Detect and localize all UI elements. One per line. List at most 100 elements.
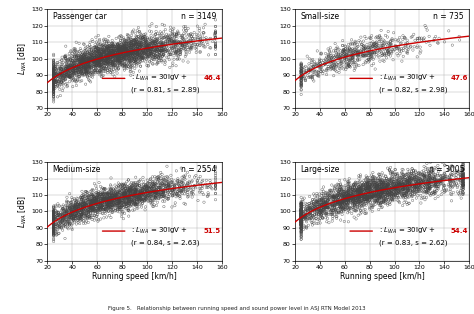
Point xyxy=(323,200,331,205)
Point xyxy=(365,181,372,186)
Point xyxy=(50,212,57,217)
Point xyxy=(134,51,141,56)
Point xyxy=(58,75,65,80)
Point xyxy=(158,44,165,49)
Point xyxy=(400,46,407,51)
Point xyxy=(79,205,87,210)
Point xyxy=(297,220,305,225)
Point xyxy=(82,65,89,70)
Point xyxy=(80,207,87,212)
Point xyxy=(142,196,149,201)
Point xyxy=(366,48,374,53)
Point xyxy=(399,33,407,38)
Point xyxy=(66,74,73,79)
Point xyxy=(392,172,400,177)
Point xyxy=(309,213,317,218)
Point xyxy=(50,67,57,72)
Point xyxy=(104,198,112,203)
Point xyxy=(116,48,123,53)
Point xyxy=(167,31,175,36)
Point xyxy=(310,204,318,209)
Point xyxy=(440,175,448,180)
Point xyxy=(459,166,467,171)
Point xyxy=(115,48,122,53)
Point xyxy=(345,193,352,198)
Point xyxy=(53,217,60,222)
Point xyxy=(155,46,163,51)
Point xyxy=(97,56,104,61)
Point xyxy=(133,57,140,62)
Point xyxy=(166,51,174,57)
Point xyxy=(84,196,91,201)
Point xyxy=(50,219,57,224)
Point xyxy=(368,53,375,58)
Point xyxy=(297,231,305,236)
Point xyxy=(421,175,428,180)
Point xyxy=(60,67,67,72)
Point xyxy=(388,36,396,41)
Point xyxy=(122,56,129,61)
Point xyxy=(116,59,124,64)
Point xyxy=(147,196,155,201)
Point xyxy=(342,193,349,198)
Point xyxy=(121,194,128,199)
Point xyxy=(414,177,422,182)
Point xyxy=(116,57,123,62)
Point xyxy=(157,48,164,53)
Point xyxy=(452,176,460,181)
Point xyxy=(336,185,344,190)
Point xyxy=(364,185,371,190)
Point xyxy=(152,194,160,199)
Point xyxy=(372,193,380,198)
Point xyxy=(91,45,99,50)
Point xyxy=(81,63,89,68)
Point xyxy=(387,192,394,198)
Point xyxy=(132,202,140,207)
Point xyxy=(118,204,126,209)
Point xyxy=(92,190,100,195)
Point xyxy=(117,42,124,47)
Point xyxy=(297,222,305,227)
Point xyxy=(297,68,305,73)
Point xyxy=(105,46,113,51)
Point xyxy=(378,188,385,193)
Point xyxy=(364,195,371,200)
Point xyxy=(146,46,153,51)
Point xyxy=(80,57,87,62)
Point xyxy=(326,200,333,205)
Point xyxy=(163,183,171,188)
Point xyxy=(394,193,401,198)
Point xyxy=(163,48,171,53)
Point xyxy=(149,181,157,186)
Point xyxy=(91,63,99,68)
Point xyxy=(359,45,367,50)
Point xyxy=(145,46,153,51)
Point xyxy=(86,205,93,210)
Point xyxy=(144,35,151,41)
Point xyxy=(112,194,119,199)
Point xyxy=(357,197,365,202)
Point xyxy=(104,47,112,52)
Point xyxy=(297,223,305,228)
Point xyxy=(84,209,92,214)
Point xyxy=(50,224,57,229)
Point xyxy=(401,191,408,196)
Point xyxy=(331,63,338,68)
Point xyxy=(378,189,386,194)
Point xyxy=(143,188,151,193)
Point xyxy=(153,186,161,191)
Point xyxy=(128,43,135,48)
Point xyxy=(74,77,82,82)
Point xyxy=(100,207,108,212)
Point xyxy=(345,196,352,201)
Point xyxy=(128,43,136,48)
Point xyxy=(143,39,151,44)
Point xyxy=(369,43,376,48)
Point xyxy=(313,48,321,53)
Point xyxy=(119,193,127,198)
Point xyxy=(353,200,361,205)
Point xyxy=(385,184,393,189)
Point xyxy=(162,186,169,191)
Point xyxy=(450,190,457,195)
Point xyxy=(143,192,151,197)
